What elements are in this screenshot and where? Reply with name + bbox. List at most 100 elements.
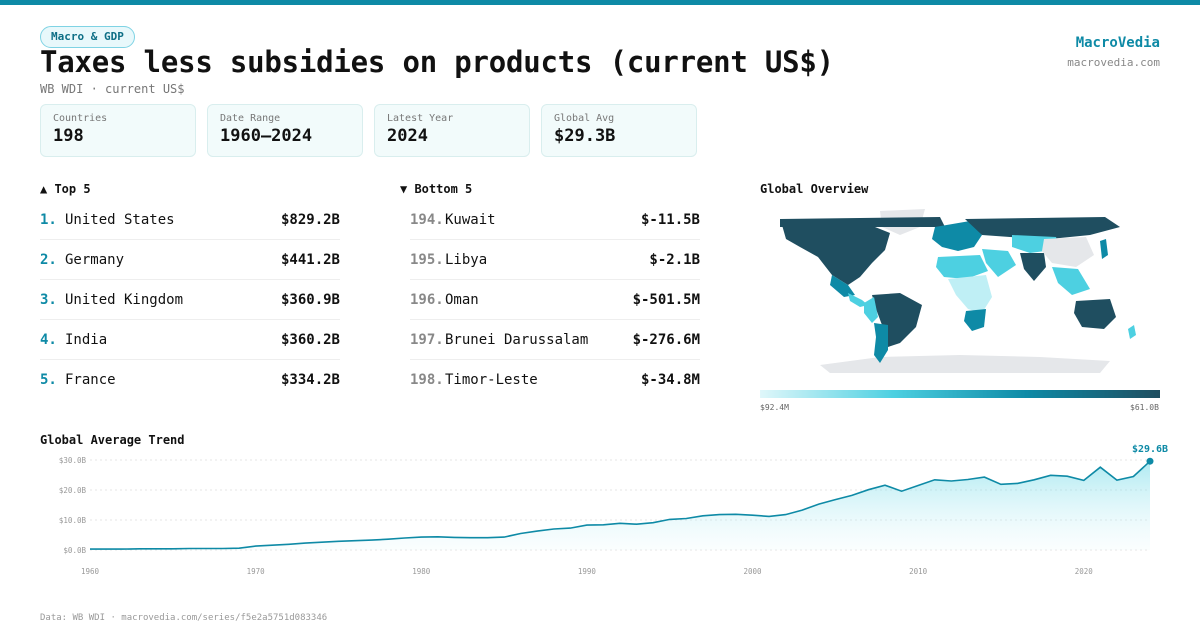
bottom5-title: ▼ Bottom 5 xyxy=(400,182,473,196)
brand-name[interactable]: MacroVedia xyxy=(1075,35,1160,51)
country-value: $360.9B xyxy=(280,291,340,308)
country-name: India xyxy=(65,331,108,348)
country-value: $-34.8M xyxy=(640,372,700,388)
stat-label: Countries xyxy=(53,113,108,124)
x-tick-label: 2010 xyxy=(909,567,928,576)
country-name: Kuwait xyxy=(445,211,496,228)
rank-number: 198. xyxy=(410,372,444,388)
map-region-antarctica xyxy=(820,355,1110,373)
map-region-india xyxy=(1020,253,1046,281)
bottom5-list: 194. Kuwait $-11.5B 195. Libya $-2.1B 196. Om… xyxy=(410,200,700,400)
x-tick-label: 1980 xyxy=(412,567,431,576)
stat-value: 198 xyxy=(53,126,84,146)
x-tick-label: 2020 xyxy=(1075,567,1094,576)
list-item[interactable]: 194. Kuwait $-11.5B xyxy=(410,200,700,240)
map-region-russia xyxy=(965,217,1120,239)
y-tick-label: $0.0B xyxy=(63,546,86,555)
x-tick-label: 1990 xyxy=(578,567,597,576)
page-subtitle: WB WDI · current US$ xyxy=(40,82,185,96)
legend-max-label: $61.0B xyxy=(1130,403,1159,412)
map-region-canada-north xyxy=(780,217,945,227)
stat-value: $29.3B xyxy=(554,126,616,146)
country-name: United States xyxy=(65,211,175,228)
stat-label: Date Range xyxy=(220,113,281,124)
country-name: France xyxy=(65,372,116,388)
map-region-south-america-west xyxy=(864,297,878,323)
global-average-trend-chart[interactable]: $0.0B $10.0B $20.0B $30.0B 1960 1970 1980 1990… xyxy=(0,440,1200,590)
y-tick-label: $30.0B xyxy=(59,456,87,465)
map-region-china xyxy=(1042,237,1094,267)
map-region-new-zealand xyxy=(1128,325,1136,339)
stat-label: Global Avg xyxy=(554,113,615,124)
map-region-middle-east xyxy=(982,249,1016,277)
stat-label: Latest Year xyxy=(387,113,454,124)
country-value: $-276.6M xyxy=(632,331,700,348)
country-name: Germany xyxy=(65,251,125,268)
stat-card-countries: Countries 198 xyxy=(40,104,196,157)
map-region-africa-central xyxy=(948,275,992,313)
map-region-europe xyxy=(932,221,982,251)
map-region-southeast-asia xyxy=(1052,267,1090,295)
map-region-mexico xyxy=(830,275,855,297)
list-item[interactable]: 198. Timor-Leste $-34.8M xyxy=(410,360,700,400)
stat-card-latest-year: Latest Year 2024 xyxy=(374,104,530,157)
trend-end-label: $29.6B xyxy=(1132,444,1168,455)
country-value: $441.2B xyxy=(280,251,340,268)
footer-source[interactable]: Data: WB WDI · macrovedia.com/series/f5e… xyxy=(40,613,328,623)
rank-number: 5. xyxy=(40,372,57,388)
page-title: Taxes less subsidies on products (curren… xyxy=(40,45,834,79)
map-region-central-america xyxy=(848,293,868,307)
stat-card-date-range: Date Range 1960–2024 xyxy=(207,104,363,157)
top5-title: ▲ Top 5 xyxy=(40,182,91,196)
list-item[interactable]: 197. Brunei Darussalam $-276.6M xyxy=(410,320,700,360)
list-item[interactable]: 196. Oman $-501.5M xyxy=(410,280,700,320)
top-accent-bar xyxy=(0,0,1200,5)
y-tick-label: $10.0B xyxy=(59,516,87,525)
map-title: Global Overview xyxy=(760,182,869,196)
map-region-australia xyxy=(1074,299,1116,329)
x-tick-label: 2000 xyxy=(743,567,762,576)
trend-line xyxy=(90,460,1151,550)
rank-number: 3. xyxy=(40,291,57,308)
country-value: $334.2B xyxy=(280,372,340,388)
brand-url[interactable]: macrovedia.com xyxy=(1067,56,1160,69)
map-color-legend xyxy=(760,390,1160,398)
x-axis-ticks: 1960 1970 1980 1990 2000 2010 2020 xyxy=(81,567,1093,576)
world-choropleth-map[interactable] xyxy=(760,205,1160,385)
world-map-svg xyxy=(780,209,1136,373)
rank-number: 196. xyxy=(410,291,444,308)
list-item[interactable]: 4. India $360.2B xyxy=(40,320,340,360)
country-name: Oman xyxy=(445,291,479,308)
map-region-africa-south xyxy=(964,309,986,331)
map-region-north-america xyxy=(782,219,890,285)
country-value: $-501.5M xyxy=(632,291,700,308)
list-item[interactable]: 2. Germany $441.2B xyxy=(40,240,340,280)
top5-list: 1. United States $829.2B 2. Germany $441.2B … xyxy=(40,200,340,400)
rank-number: 194. xyxy=(410,211,444,228)
stat-value: 2024 xyxy=(387,126,428,146)
rank-number: 1. xyxy=(40,211,57,228)
list-item[interactable]: 195. Libya $-2.1B xyxy=(410,240,700,280)
country-name: United Kingdom xyxy=(65,291,184,308)
list-item[interactable]: 3. United Kingdom $360.9B xyxy=(40,280,340,320)
y-tick-label: $20.0B xyxy=(59,486,87,495)
trend-chart-title: Global Average Trend xyxy=(40,433,185,447)
map-region-africa-north xyxy=(936,255,988,279)
trend-area xyxy=(90,461,1150,550)
list-item[interactable]: 5. France $334.2B xyxy=(40,360,340,400)
country-name: Brunei Darussalam xyxy=(445,331,589,348)
stat-card-global-avg: Global Avg $29.3B xyxy=(541,104,697,157)
country-value: $829.2B xyxy=(280,211,340,228)
rank-number: 4. xyxy=(40,331,57,348)
map-region-japan xyxy=(1100,239,1108,259)
x-tick-label: 1960 xyxy=(81,567,100,576)
category-tag[interactable]: Macro & GDP xyxy=(40,26,135,48)
country-value: $-2.1B xyxy=(649,251,700,268)
rank-number: 197. xyxy=(410,331,444,348)
country-name: Timor-Leste xyxy=(445,372,538,388)
list-item[interactable]: 1. United States $829.2B xyxy=(40,200,340,240)
rank-number: 2. xyxy=(40,251,57,268)
legend-min-label: $92.4M xyxy=(760,403,789,412)
country-name: Libya xyxy=(445,251,488,268)
trend-end-point[interactable] xyxy=(1146,457,1154,465)
